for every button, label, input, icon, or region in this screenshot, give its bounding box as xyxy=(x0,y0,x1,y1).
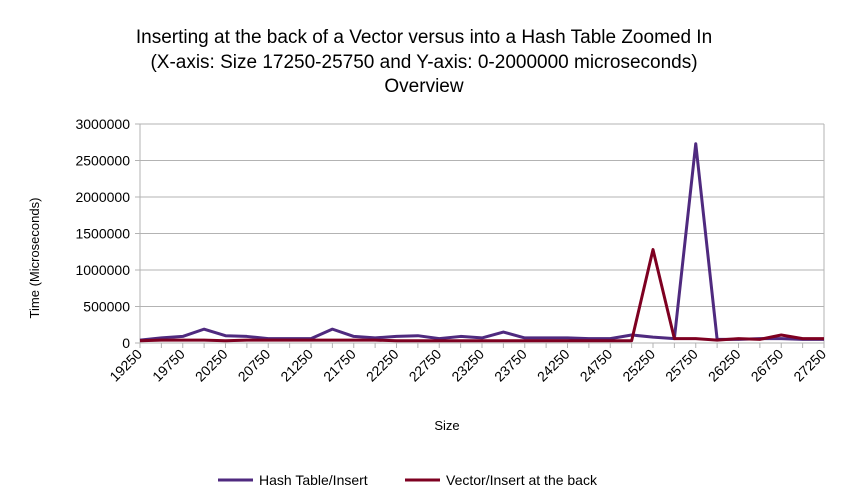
x-tick-label: 25250 xyxy=(619,346,658,385)
x-tick-label: 25750 xyxy=(662,346,701,385)
chart-title: Inserting at the back of a Vector versus… xyxy=(136,27,712,48)
legend-label: Vector/Insert at the back xyxy=(446,472,598,488)
x-tick-label: 23750 xyxy=(491,346,530,385)
y-tick-label: 2000000 xyxy=(75,189,130,205)
x-tick-label: 23250 xyxy=(448,346,487,385)
x-tick-label: 24250 xyxy=(534,346,573,385)
y-tick-label: 500000 xyxy=(83,299,130,315)
data-line xyxy=(139,248,824,343)
x-tick-label: 26750 xyxy=(748,346,787,385)
x-tick-label: 22750 xyxy=(406,346,445,385)
y-tick-label: 1500000 xyxy=(75,226,130,242)
chart-subtitle: Overview xyxy=(384,76,463,97)
y-tick-label: 1000000 xyxy=(75,262,130,278)
x-axis-title: Size xyxy=(434,418,459,433)
x-tick-label: 24750 xyxy=(577,346,616,385)
y-axis-title: Time (Microseconds) xyxy=(27,198,42,319)
y-tick-label: 3000000 xyxy=(75,116,130,132)
x-tick-label: 19250 xyxy=(106,346,145,385)
x-tick-label: 22250 xyxy=(363,346,402,385)
x-tick-label: 19750 xyxy=(149,346,188,385)
y-tick-label: 0 xyxy=(122,335,130,351)
data-line xyxy=(139,142,824,342)
legend-label: Hash Table/Insert xyxy=(259,472,368,488)
x-tick-label: 20250 xyxy=(192,346,231,385)
x-tick-label: 21750 xyxy=(320,346,359,385)
x-tick-label: 21250 xyxy=(277,346,316,385)
x-tick-label: 27250 xyxy=(790,346,829,385)
x-tick-label: 26250 xyxy=(705,346,744,385)
chart-subtitle: (X-axis: Size 17250-25750 and Y-axis: 0-… xyxy=(150,52,697,73)
x-tick-label: 20750 xyxy=(235,346,274,385)
y-tick-label: 2500000 xyxy=(75,153,130,169)
